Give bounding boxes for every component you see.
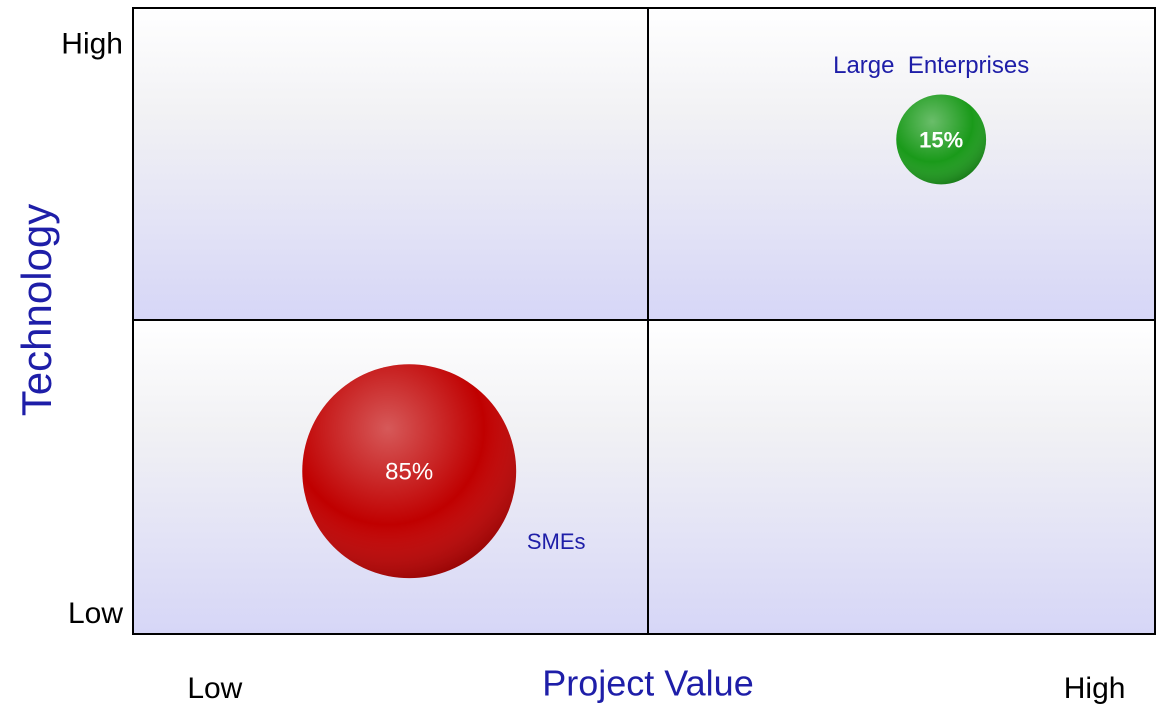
- series-label: SMEs: [527, 529, 586, 554]
- quadrant: [648, 320, 1156, 634]
- series-label: Large Enterprises: [833, 52, 1029, 79]
- x-axis-title: Project Value: [542, 663, 753, 704]
- data-label: 15%: [919, 127, 963, 152]
- y-axis-title: Technology: [13, 204, 60, 416]
- data-label: 85%: [385, 459, 433, 486]
- quadrant: [133, 8, 648, 320]
- quadrant: [648, 8, 1156, 320]
- y-tick-label: High: [61, 27, 123, 60]
- y-tick-label: Low: [68, 597, 123, 630]
- bubble-shine: [302, 364, 517, 579]
- x-tick-label: Low: [187, 672, 242, 705]
- bubble-shine: [896, 94, 987, 185]
- x-tick-label: High: [1064, 672, 1126, 705]
